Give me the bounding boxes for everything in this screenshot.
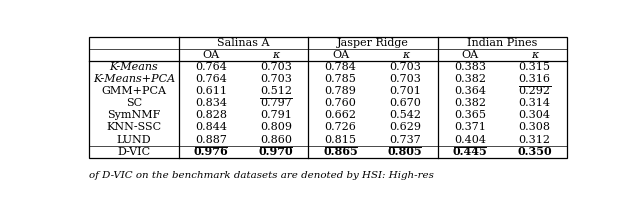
Text: 0.371: 0.371: [454, 122, 486, 133]
Text: Jasper Ridge: Jasper Ridge: [337, 38, 409, 48]
Text: K-Means: K-Means: [109, 62, 158, 72]
Text: 0.629: 0.629: [389, 122, 421, 133]
Text: 0.834: 0.834: [195, 98, 227, 108]
Text: KNN-SSC: KNN-SSC: [106, 122, 161, 133]
Text: 0.703: 0.703: [260, 74, 292, 84]
Text: 0.308: 0.308: [518, 122, 550, 133]
Text: 0.315: 0.315: [518, 62, 550, 72]
Text: 0.976: 0.976: [194, 146, 228, 157]
Text: 0.737: 0.737: [389, 135, 421, 145]
Text: 0.670: 0.670: [389, 98, 421, 108]
Text: 0.383: 0.383: [454, 62, 486, 72]
Text: OA: OA: [332, 50, 349, 60]
Text: 0.365: 0.365: [454, 110, 486, 120]
Text: 0.316: 0.316: [518, 74, 550, 84]
Text: κ: κ: [272, 50, 280, 60]
Text: 0.764: 0.764: [195, 74, 227, 84]
Text: 0.815: 0.815: [324, 135, 356, 145]
Text: Salinas A: Salinas A: [217, 38, 270, 48]
Text: 0.350: 0.350: [517, 146, 552, 157]
Text: GMM+PCA: GMM+PCA: [101, 86, 166, 96]
Text: κ: κ: [531, 50, 538, 60]
Text: 0.312: 0.312: [518, 135, 550, 145]
Text: D-VIC: D-VIC: [117, 147, 150, 157]
Text: 0.764: 0.764: [195, 62, 227, 72]
Text: 0.785: 0.785: [324, 74, 356, 84]
Text: OA: OA: [203, 50, 220, 60]
Text: K-Means+PCA: K-Means+PCA: [93, 74, 175, 84]
Text: LUND: LUND: [116, 135, 151, 145]
Text: κ: κ: [402, 50, 409, 60]
Text: 0.805: 0.805: [388, 146, 422, 157]
Text: 0.703: 0.703: [260, 62, 292, 72]
Text: 0.382: 0.382: [454, 98, 486, 108]
Text: 0.789: 0.789: [324, 86, 356, 96]
Text: 0.797: 0.797: [260, 98, 292, 108]
Text: 0.542: 0.542: [389, 110, 421, 120]
Text: 0.784: 0.784: [324, 62, 356, 72]
Text: 0.662: 0.662: [324, 110, 356, 120]
Text: 0.445: 0.445: [452, 146, 488, 157]
Text: 0.809: 0.809: [260, 122, 292, 133]
Text: 0.970: 0.970: [259, 146, 293, 157]
Text: 0.304: 0.304: [518, 110, 550, 120]
Text: 0.404: 0.404: [454, 135, 486, 145]
Text: of D-VIC on the benchmark datasets are denoted by HSI: High-res: of D-VIC on the benchmark datasets are d…: [89, 171, 434, 180]
Text: 0.828: 0.828: [195, 110, 227, 120]
Text: 0.865: 0.865: [323, 146, 358, 157]
Text: 0.703: 0.703: [389, 62, 421, 72]
Text: 0.887: 0.887: [195, 135, 227, 145]
Text: 0.760: 0.760: [324, 98, 356, 108]
Text: 0.611: 0.611: [195, 86, 227, 96]
Text: Indian Pines: Indian Pines: [467, 38, 538, 48]
Text: 0.292: 0.292: [518, 86, 550, 96]
Text: OA: OA: [461, 50, 479, 60]
Text: SC: SC: [126, 98, 142, 108]
Text: 0.844: 0.844: [195, 122, 227, 133]
Text: 0.364: 0.364: [454, 86, 486, 96]
Text: 0.860: 0.860: [260, 135, 292, 145]
Text: 0.703: 0.703: [389, 74, 421, 84]
Text: 0.726: 0.726: [324, 122, 356, 133]
Text: 0.791: 0.791: [260, 110, 292, 120]
Text: 0.382: 0.382: [454, 74, 486, 84]
Text: SymNMF: SymNMF: [107, 110, 161, 120]
Text: 0.701: 0.701: [389, 86, 421, 96]
Text: 0.314: 0.314: [518, 98, 550, 108]
Text: 0.512: 0.512: [260, 86, 292, 96]
